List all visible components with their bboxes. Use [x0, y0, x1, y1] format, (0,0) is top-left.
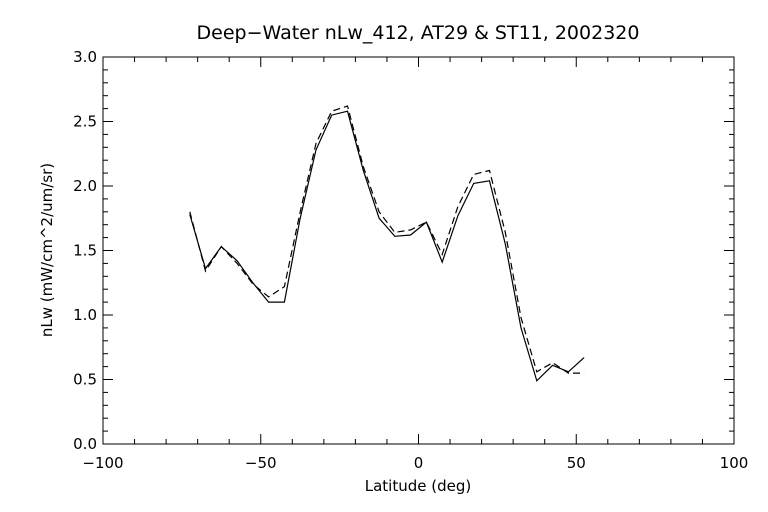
x-axis-label: Latitude (deg) [365, 477, 471, 495]
y-axis-label: nLw (mW/cm^2/um/sr) [38, 163, 56, 337]
x-tick-label: 100 [720, 454, 749, 472]
axis-ticks [102, 56, 735, 445]
x-tick-label: 0 [414, 454, 424, 472]
series-lines [189, 105, 585, 382]
series-line-dashed [189, 105, 585, 374]
y-tick-label: 0.0 [73, 435, 97, 453]
y-tick-label: 1.0 [73, 306, 97, 324]
series-line-solid [189, 110, 585, 382]
x-tick-label: 50 [567, 454, 586, 472]
y-tick-labels: 0.0 0.5 1.0 1.5 2.0 2.5 3.0 [73, 48, 97, 453]
chart-title: Deep−Water nLw_412, AT29 & ST11, 2002320 [197, 22, 640, 44]
y-tick-label: 0.5 [73, 371, 97, 389]
plot-frame [102, 56, 735, 445]
x-tick-labels: −100 −50 0 50 100 [82, 454, 748, 472]
y-tick-label: 2.0 [73, 177, 97, 195]
x-tick-label: −50 [245, 454, 277, 472]
y-tick-label: 1.5 [73, 242, 97, 260]
y-tick-label: 2.5 [73, 113, 97, 131]
y-tick-label: 3.0 [73, 48, 97, 66]
x-tick-label: −100 [82, 454, 123, 472]
